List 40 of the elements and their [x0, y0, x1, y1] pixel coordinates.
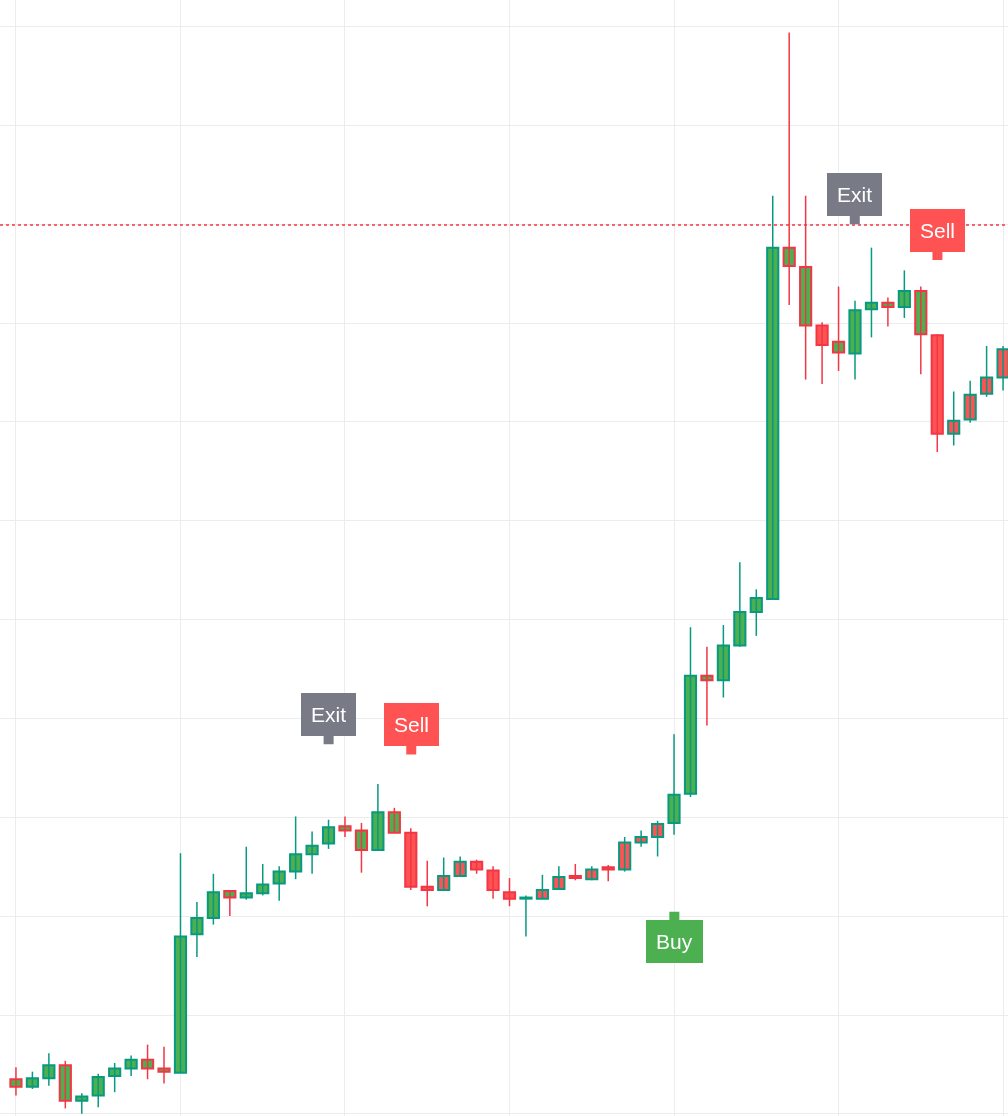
candlestick — [618, 836, 632, 873]
annotation: Exit — [311, 703, 347, 726]
annotation: Sell — [394, 713, 430, 736]
candlestick — [749, 588, 763, 637]
candlestick — [206, 873, 220, 926]
candlestick — [223, 889, 237, 917]
candlestick — [420, 860, 434, 907]
candlestick — [535, 874, 550, 900]
candlestick — [387, 807, 401, 834]
candlestick — [930, 333, 944, 453]
candlestick — [897, 269, 911, 319]
candlestick — [108, 1062, 122, 1093]
candlestick — [700, 645, 714, 727]
annotation: Buy — [656, 930, 693, 953]
candlestick — [502, 877, 517, 907]
candlestick — [354, 822, 369, 874]
candlestick — [437, 856, 451, 891]
annotation: Sell — [920, 219, 956, 242]
candlestick — [486, 865, 500, 900]
candlestick — [519, 894, 533, 938]
candlestick — [9, 1066, 23, 1097]
candlestick — [338, 815, 352, 838]
candlestick — [683, 626, 698, 798]
candlestick — [321, 818, 336, 850]
candlestick — [650, 820, 665, 858]
candlestick — [667, 733, 681, 836]
candlestick — [947, 390, 961, 447]
candlestick — [289, 815, 303, 880]
candlestick — [881, 296, 895, 328]
candlestick — [190, 901, 204, 958]
candlestick — [58, 1060, 72, 1110]
candlestick — [848, 299, 862, 381]
candlestick — [716, 624, 730, 699]
candlestick — [157, 1046, 171, 1085]
candlestick — [831, 285, 846, 372]
candlestick — [766, 194, 780, 601]
candlestick — [239, 845, 253, 901]
candlestick — [173, 852, 188, 1074]
candlestick — [980, 345, 994, 398]
annotation: Exit — [837, 183, 873, 206]
